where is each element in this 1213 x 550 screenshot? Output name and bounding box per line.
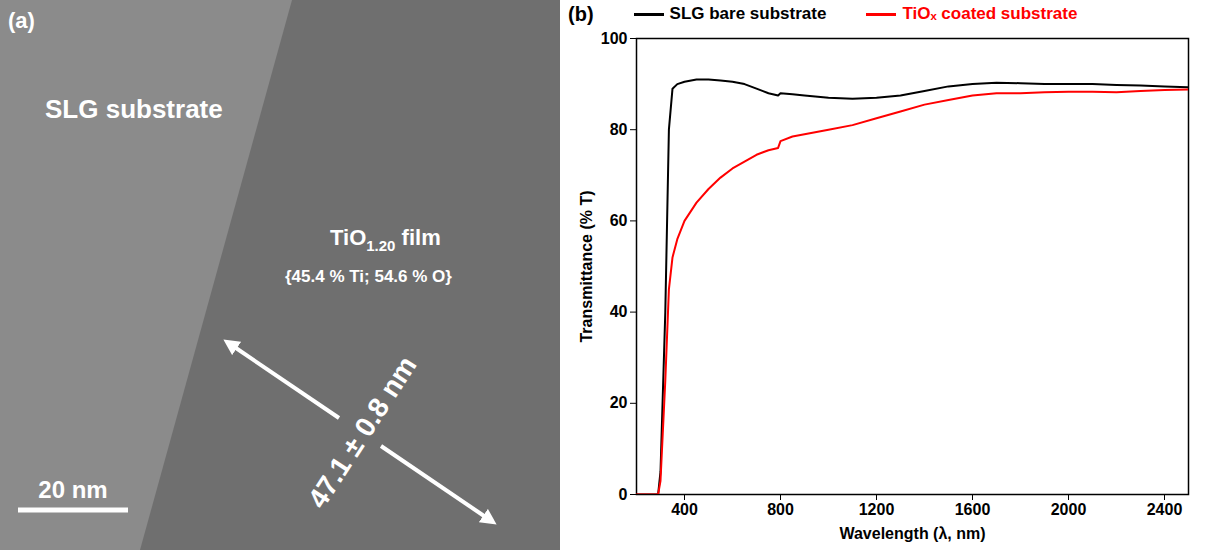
- html-text:TiOₓ coated substrate: TiOₓ coated substrate: [902, 4, 1078, 23]
- svg-text:47.1 ± 0.8 nm: 47.1 ± 0.8 nm: [302, 351, 423, 514]
- svg-text:40: 40: [610, 303, 628, 320]
- svg-text:TiO1.20 film: TiO1.20 film: [330, 225, 441, 254]
- svg-text:800: 800: [767, 501, 794, 518]
- svg-text:60: 60: [610, 212, 628, 229]
- html-text:SLG bare substrate: SLG bare substrate: [669, 4, 827, 23]
- svg-text:2000: 2000: [1051, 501, 1087, 518]
- svg-text:Wavelength (λ, nm): Wavelength (λ, nm): [839, 525, 985, 542]
- html-text:(b): (b): [568, 2, 594, 25]
- svg-text:{45.4 % Ti; 54.6 % O}: {45.4 % Ti; 54.6 % O}: [285, 267, 452, 286]
- svg-text:400: 400: [671, 501, 698, 518]
- svg-text:(a): (a): [8, 8, 35, 33]
- svg-text:20 nm: 20 nm: [38, 476, 107, 503]
- svg-text:0: 0: [619, 486, 628, 503]
- svg-text:1600: 1600: [955, 501, 991, 518]
- svg-text:1200: 1200: [859, 501, 895, 518]
- svg-text:80: 80: [610, 121, 628, 138]
- svg-text:100: 100: [601, 30, 628, 47]
- svg-text:Transmittance (% T): Transmittance (% T): [578, 190, 595, 342]
- svg-text:2400: 2400: [1147, 501, 1183, 518]
- svg-text:SLG substrate: SLG substrate: [45, 94, 223, 124]
- svg-text:20: 20: [610, 394, 628, 411]
